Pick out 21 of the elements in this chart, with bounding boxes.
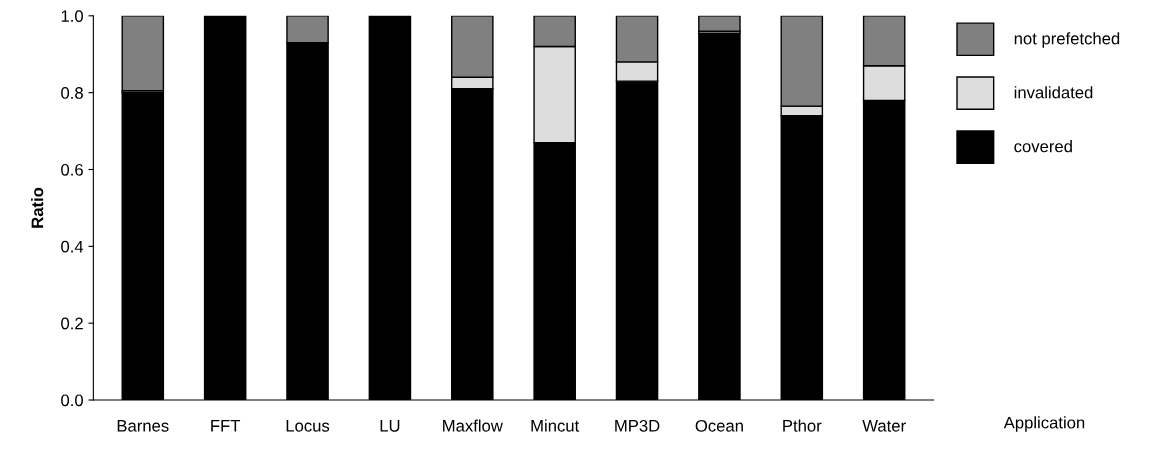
x-tick-label: MP3D [615, 419, 660, 432]
legend-label: not prefetched [1014, 32, 1120, 48]
legend-label: invalidated [1014, 86, 1093, 99]
y-tick-label: 0.8 [61, 87, 83, 99]
x-axis-title: Application [1003, 416, 1085, 432]
y-tick-label: 0.0 [61, 394, 83, 407]
x-tick-label: LU [380, 420, 400, 432]
x-tick-label: Locus [286, 420, 330, 432]
y-tick-label: 1.0 [61, 10, 83, 23]
legend-label: covered [1014, 140, 1072, 153]
x-tick-label: Ocean [695, 419, 743, 432]
y-axis-title: Ratio [31, 187, 44, 228]
y-tick-label: 0.2 [61, 317, 83, 330]
x-tick-label: Maxflow [443, 419, 503, 432]
x-tick-label: Barnes [117, 420, 169, 432]
x-tick-label: Water [862, 420, 906, 432]
y-tick-label: 0.6 [61, 163, 83, 176]
x-tick-label: Mincut [531, 419, 580, 432]
x-tick-label: Pthor [783, 419, 822, 432]
y-tick-label: 0.4 [61, 240, 84, 253]
x-tick-label: FFT [211, 420, 241, 432]
